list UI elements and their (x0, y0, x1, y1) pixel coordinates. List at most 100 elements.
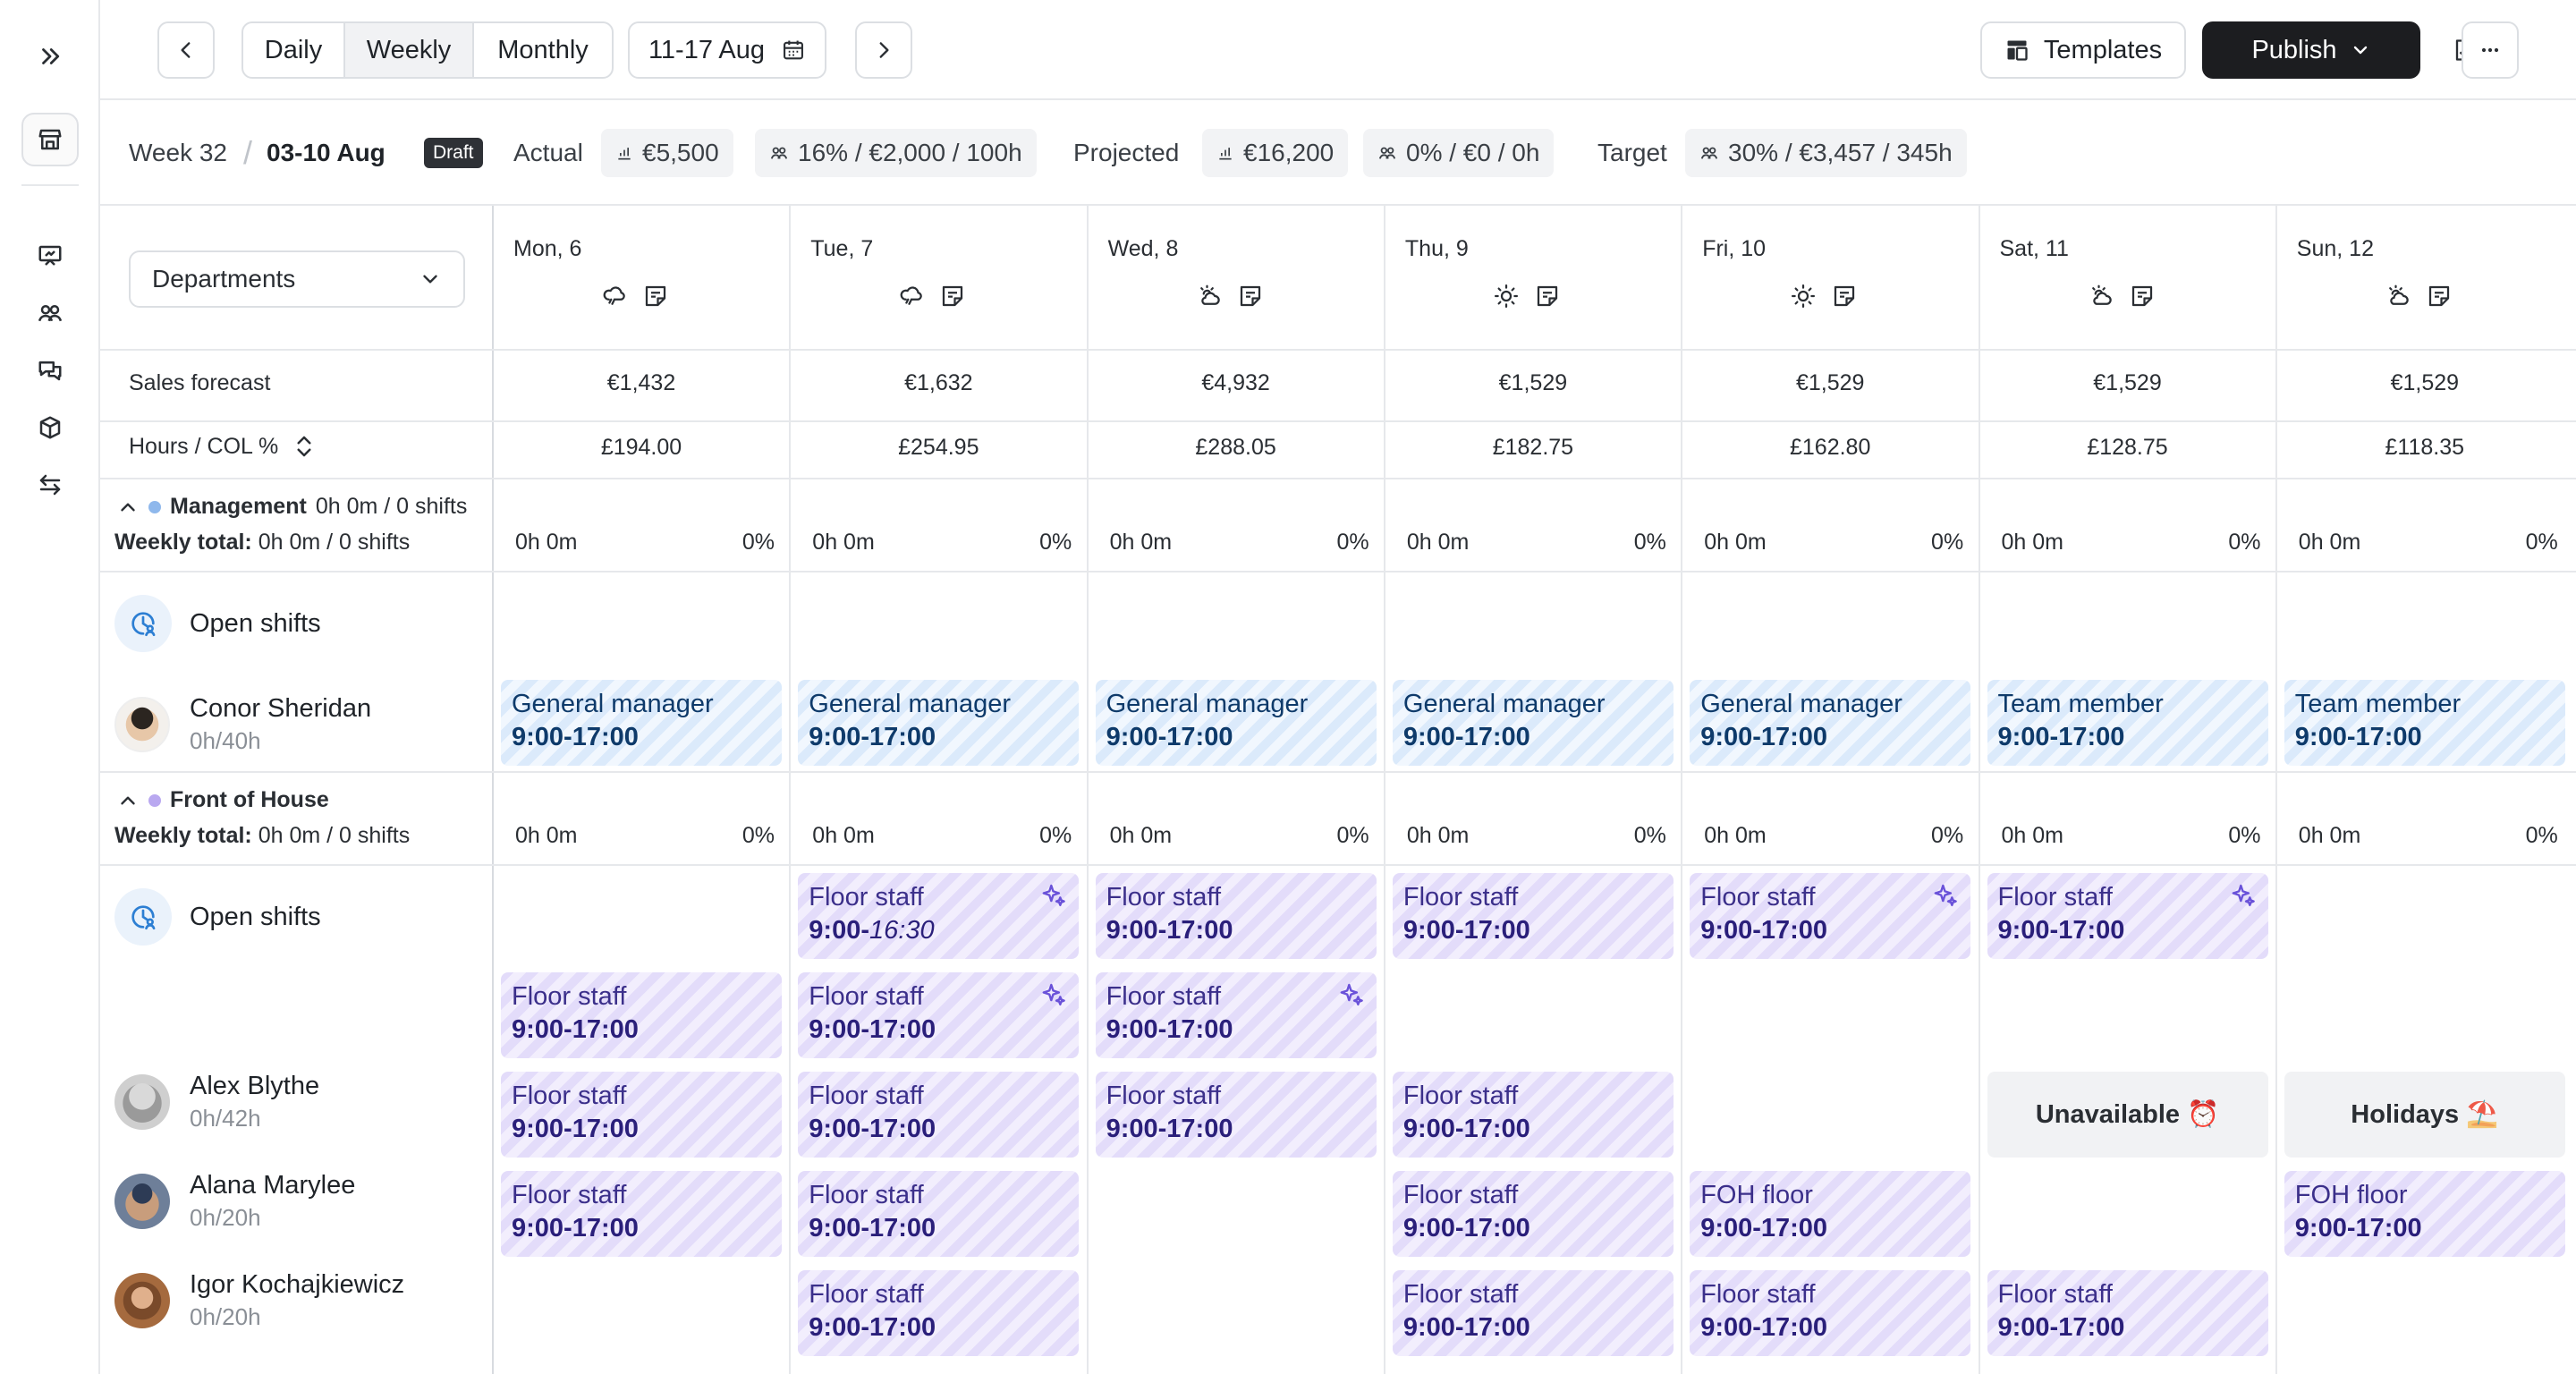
shift-role: Floor staff (1402, 1181, 1519, 1209)
availability-badge[interactable]: Unavailable ⏰ (1987, 1072, 2268, 1158)
group-header[interactable]: Front of House (116, 787, 329, 813)
day-total: 0h 0m 0% (2299, 823, 2558, 849)
availability-badge[interactable]: Holidays ⛱️ (2284, 1072, 2565, 1158)
previous-week-button[interactable] (157, 21, 215, 79)
shift-time: 9:00-17:00 (1402, 916, 1530, 945)
group-color-dot (148, 793, 161, 807)
projected-labour-value: 0% / €0 / 0h (1406, 139, 1540, 166)
day-total-hours: 0h 0m (2001, 530, 2063, 555)
shift-card[interactable]: Floor staff 9:00-17:00 (1095, 873, 1377, 959)
shift-card[interactable]: FOH floor 9:00-17:00 (2284, 1171, 2565, 1257)
shift-card[interactable]: Floor staff 9:00-16:30 (798, 873, 1080, 959)
expand-sidebar-button[interactable] (21, 30, 79, 83)
rail-people[interactable] (21, 286, 79, 340)
day-total-hours: 0h 0m (1109, 530, 1173, 555)
shift-time: 9:00-17:00 (1106, 1115, 1233, 1143)
employee-hours: 0h/42h (190, 1105, 261, 1132)
hours-col-value: £182.75 (1492, 435, 1574, 460)
day-total-hours: 0h 0m (2298, 530, 2361, 555)
shift-time: 9:00-17:00 (1106, 723, 1233, 751)
view-weekly-tab[interactable]: Weekly (345, 23, 474, 77)
calendar-icon (784, 40, 803, 60)
day-header-icons (601, 283, 669, 310)
shift-card[interactable]: Team member 9:00-17:00 (1987, 680, 2268, 766)
shift-card[interactable]: Floor staff 9:00-17:00 (1095, 1072, 1377, 1158)
shift-card[interactable]: Floor staff 9:00-17:00 (1987, 1270, 2268, 1356)
left-rail (0, 0, 100, 1374)
shift-card[interactable]: Floor staff 9:00-17:00 (1095, 972, 1377, 1058)
weekly-total: Weekly total: 0h 0m / 0 shifts (114, 530, 410, 556)
shift-time: 9:00-17:00 (1997, 916, 2125, 945)
shift-time: 9:00-17:00 (1402, 1313, 1530, 1342)
day-total-percent: 0% (1336, 823, 1369, 848)
group-name: Management (170, 494, 307, 519)
shift-card[interactable]: Floor staff 9:00-17:00 (798, 972, 1080, 1058)
shift-card[interactable]: Floor staff 9:00-17:00 (798, 1072, 1080, 1158)
shift-card[interactable]: Floor staff 9:00-17:00 (1392, 873, 1674, 959)
shift-role: Floor staff (1997, 1280, 2113, 1309)
chevron-right-icon (879, 42, 889, 58)
shift-card[interactable]: Team member 9:00-17:00 (2284, 680, 2565, 766)
group-divider (100, 771, 2576, 773)
publish-button[interactable]: Publish (2202, 21, 2420, 79)
note-icon (2426, 283, 2453, 310)
shift-card[interactable]: Floor staff 9:00-17:00 (1987, 873, 2268, 959)
shift-role: Floor staff (1106, 982, 1221, 1011)
open-shifts-text: Open shifts (190, 608, 321, 638)
shift-card[interactable]: General manager 9:00-17:00 (798, 680, 1080, 766)
shift-card[interactable]: Floor staff 9:00-17:00 (501, 972, 782, 1058)
shift-card[interactable]: General manager 9:00-17:00 (1690, 680, 1971, 766)
employee-row-label[interactable]: Conor Sheridan 0h/40h (114, 694, 371, 755)
templates-button[interactable]: Templates (1980, 21, 2186, 79)
departments-select[interactable]: Departments (129, 250, 465, 308)
rail-messages[interactable] (21, 344, 79, 397)
column-divider (492, 206, 494, 1374)
next-week-button[interactable] (855, 21, 912, 79)
view-daily-tab[interactable]: Daily (243, 23, 345, 77)
shift-time: 9:00-17:00 (1106, 916, 1233, 945)
shift-card[interactable]: Floor staff 9:00-17:00 (1690, 873, 1971, 959)
shift-card[interactable]: FOH floor 9:00-17:00 (1690, 1171, 1971, 1257)
group-header[interactable]: Management 0h 0m / 0 shifts (116, 494, 467, 520)
shift-card[interactable]: Floor staff 9:00-17:00 (798, 1171, 1080, 1257)
shift-card[interactable]: Floor staff 9:00-17:00 (1392, 1270, 1674, 1356)
rail-store[interactable] (21, 113, 79, 166)
week-range: 03-10 Aug (267, 139, 386, 166)
shift-card[interactable]: Floor staff 9:00-17:00 (1392, 1171, 1674, 1257)
day-total-percent: 0% (2525, 823, 2558, 848)
day-header: Sun, 12 (2277, 206, 2572, 349)
view-monthly-tab[interactable]: Monthly (497, 35, 589, 64)
employee-row-label[interactable]: Alana Marylee 0h/20h (114, 1171, 355, 1232)
date-range-picker[interactable]: 11-17 Aug (628, 21, 826, 79)
shift-card[interactable]: General manager 9:00-17:00 (1392, 680, 1674, 766)
shift-role: Team member (2294, 690, 2462, 718)
shift-card[interactable]: Floor staff 9:00-17:00 (1690, 1270, 1971, 1356)
shift-card[interactable]: Floor staff 9:00-17:00 (501, 1072, 782, 1158)
employee-row-label[interactable]: Alex Blythe 0h/42h (114, 1072, 319, 1132)
hours-col-label[interactable]: Hours / COL % (129, 433, 314, 460)
sales-forecast-value: €1,529 (1795, 370, 1865, 395)
shift-card[interactable]: Floor staff 9:00-17:00 (501, 1171, 782, 1257)
day-total: 0h 0m 0% (1704, 530, 1963, 556)
column-divider (2275, 206, 2277, 1374)
hours-col-value: £128.75 (2087, 435, 2168, 460)
day-total-percent: 0% (1931, 530, 1964, 555)
cloud-sun-icon (1196, 283, 1223, 310)
rail-inventory[interactable] (21, 401, 79, 454)
day-total: 0h 0m 0% (515, 823, 775, 849)
rail-schedule[interactable] (21, 229, 79, 283)
shift-time: 9:00-17:00 (809, 1015, 936, 1044)
shift-card[interactable]: General manager 9:00-17:00 (501, 680, 782, 766)
employee-row-label[interactable]: Igor Kochajkiewicz 0h/20h (114, 1270, 404, 1331)
shift-time: 9:00-17:00 (1997, 723, 2125, 751)
rail-transfers[interactable] (21, 458, 79, 512)
target-label: Target (1597, 139, 1667, 166)
sparkle-icon (2229, 882, 2258, 911)
note-icon (1831, 283, 1858, 310)
day-total-hours: 0h 0m (812, 530, 875, 555)
more-options-button[interactable] (2462, 21, 2519, 79)
shift-card[interactable]: General manager 9:00-17:00 (1095, 680, 1377, 766)
day-total: 0h 0m 0% (1110, 823, 1369, 849)
shift-card[interactable]: Floor staff 9:00-17:00 (1392, 1072, 1674, 1158)
shift-card[interactable]: Floor staff 9:00-17:00 (798, 1270, 1080, 1356)
